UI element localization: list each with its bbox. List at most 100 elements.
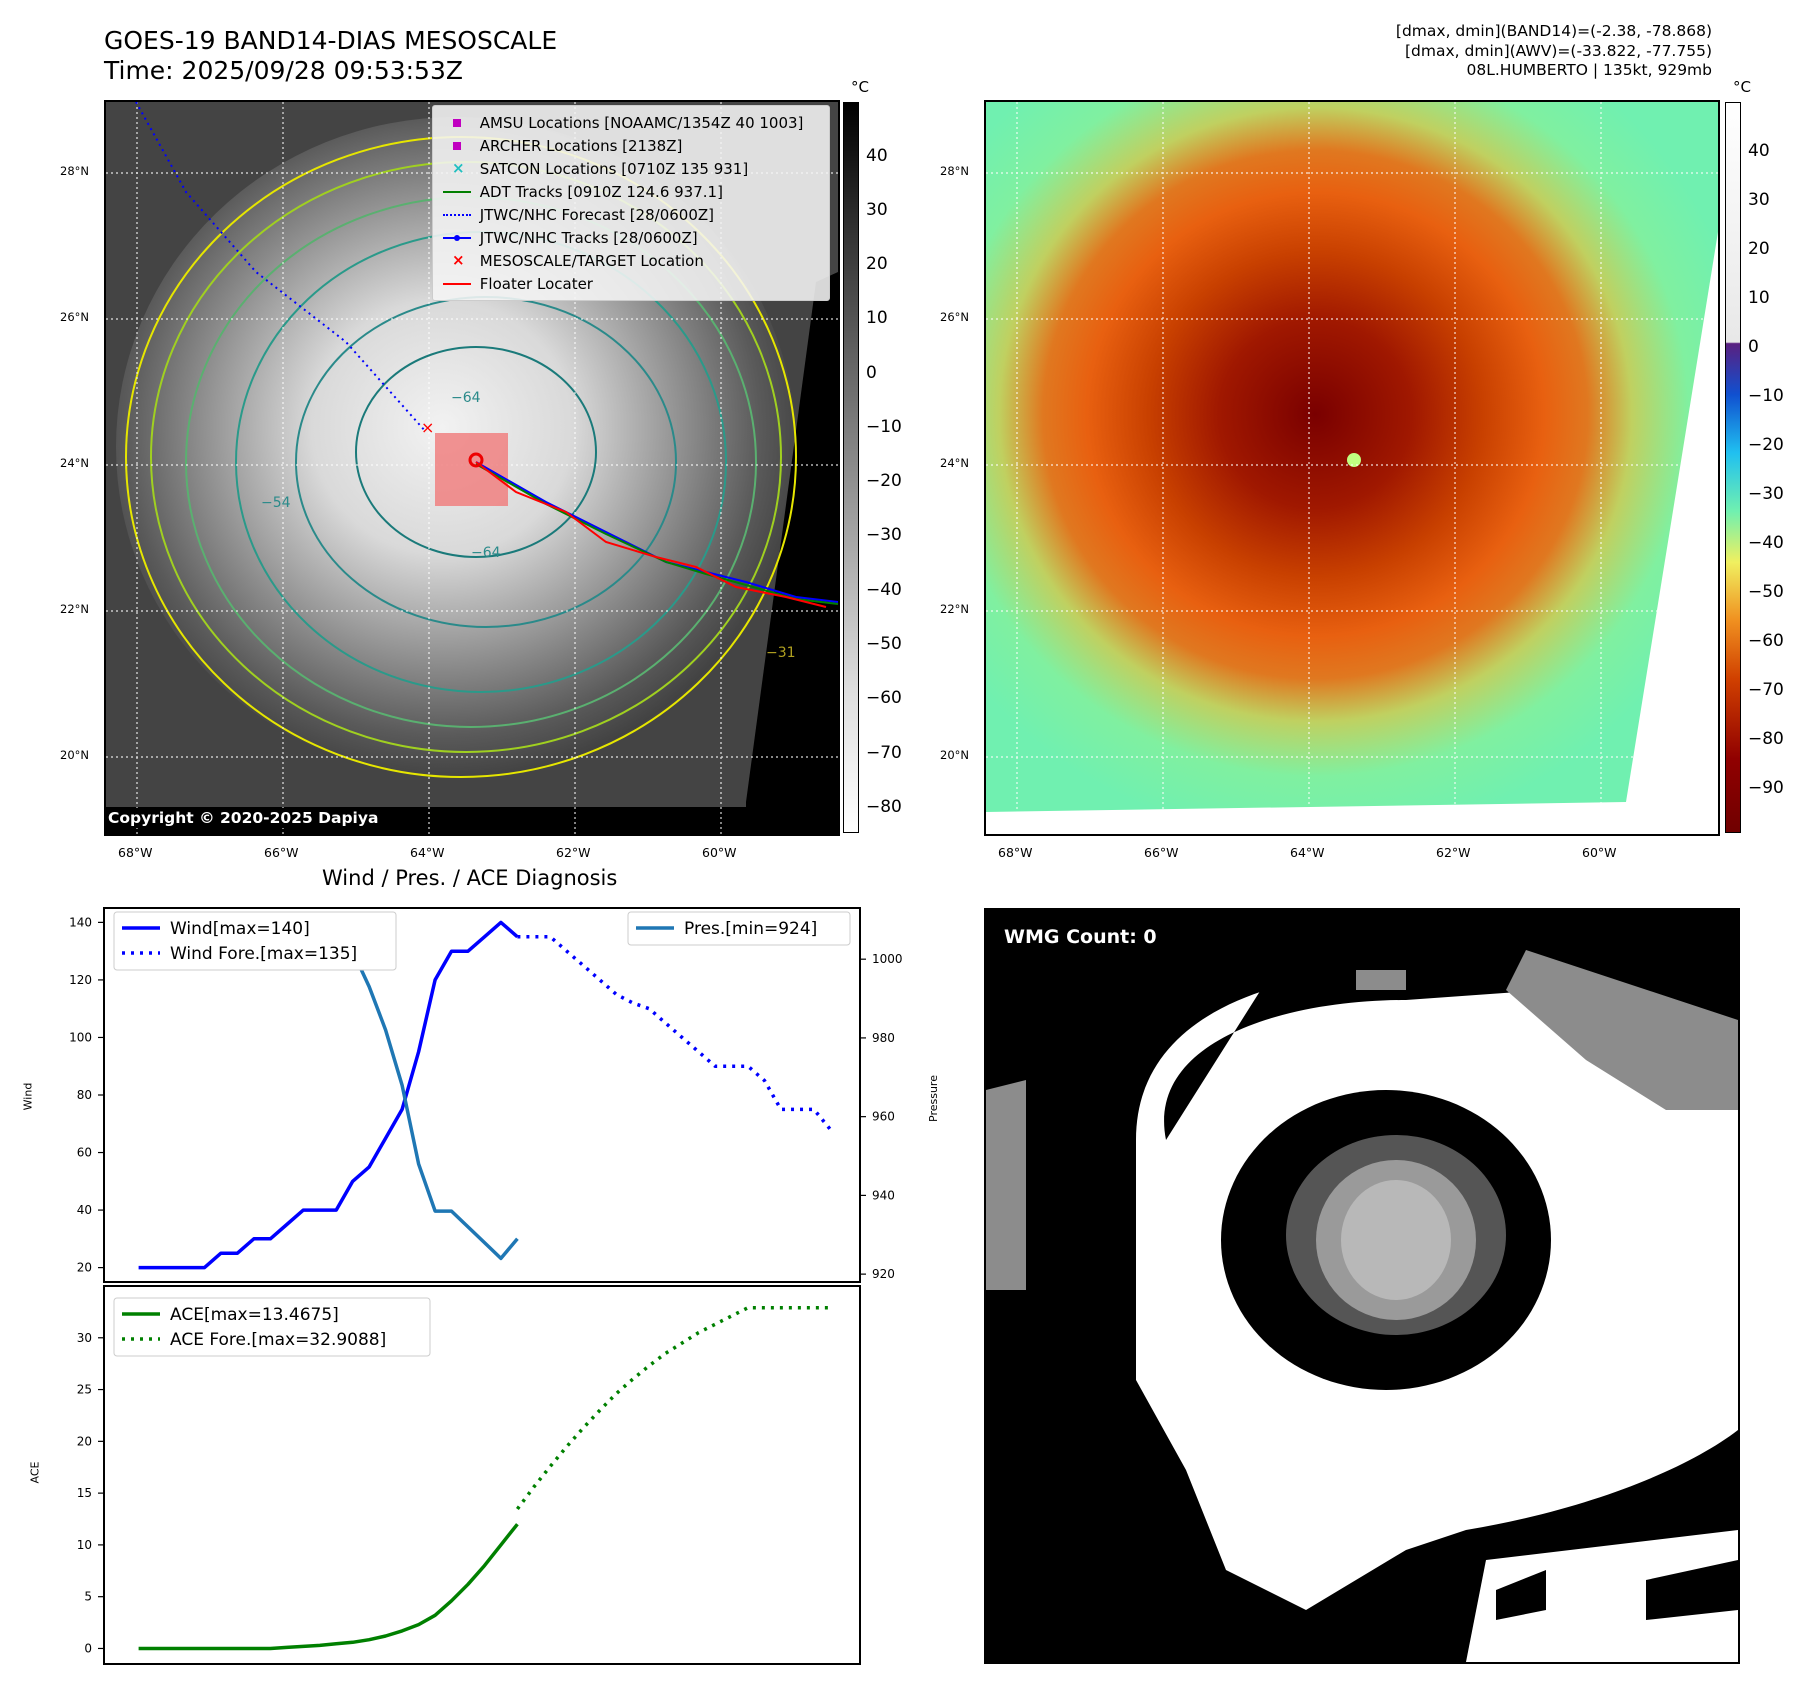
legend-label: ACE Fore.[max=32.9088]: [170, 1330, 386, 1350]
legend-label: ADT Tracks [0910Z 124.6 937.1]: [479, 182, 723, 201]
legend-item-tracks: JTWC/NHC Tracks [28/0600Z]: [441, 227, 698, 247]
wind-axis-label: Wind: [21, 1082, 35, 1111]
colorbar-tick: −50: [866, 634, 902, 654]
lat-label: 24°N: [60, 456, 89, 470]
lon-label: 60°W: [702, 845, 737, 860]
legend-frame: [627, 911, 851, 946]
y-tick-label: 5: [84, 1590, 92, 1604]
series-line: [138, 1523, 519, 1651]
lat-label: 24°N: [940, 456, 969, 470]
legend: Pres.[min=924]: [627, 911, 851, 946]
legend-item-adt: ADT Tracks [0910Z 124.6 937.1]: [441, 181, 723, 201]
lat-label: 20°N: [940, 748, 969, 762]
line-dot-icon: [441, 228, 475, 248]
lon-label: 68°W: [998, 845, 1033, 860]
legend-label: ARCHER Locations [2138Z]: [479, 136, 683, 155]
square-marker-icon: [441, 136, 475, 156]
colorbar-tick: 40: [1748, 141, 1770, 161]
colorbar-tick: −60: [1748, 631, 1784, 651]
legend-item-satcon: × SATCON Locations [0710Z 135 931]: [441, 158, 748, 178]
x-marker-icon: ×: [452, 158, 465, 177]
stats-block: [dmax, dmin](BAND14)=(-2.38, -78.868) [d…: [1396, 22, 1712, 81]
ir-colorbar-unit: °C: [851, 78, 869, 96]
colorbar-tick: 0: [1748, 337, 1759, 357]
lon-label: 64°W: [410, 845, 445, 860]
y-right-tick-label: 1000: [872, 952, 903, 966]
lon-label: 62°W: [556, 845, 591, 860]
lat-label: 26°N: [60, 310, 89, 324]
lat-label: 26°N: [940, 310, 969, 324]
ir-legend: AMSU Locations [NOAAMC/1354Z 40 1003] AR…: [432, 105, 830, 301]
awv-colorbar: [1725, 102, 1741, 833]
y-tick-label: 120: [69, 973, 92, 987]
y-tick-label: 80: [77, 1088, 92, 1102]
legend-item-target: × MESOSCALE/TARGET Location: [441, 250, 704, 270]
lon-label: 60°W: [1582, 845, 1617, 860]
stats-line-2: [dmax, dmin](AWV)=(-33.822, -77.755): [1405, 41, 1712, 60]
colorbar-tick: −50: [1748, 582, 1784, 602]
colorbar-tick: 10: [1748, 288, 1770, 308]
contour-label: −54: [261, 495, 291, 511]
colorbar-tick: −80: [1748, 729, 1784, 749]
ir-contour-labels: −64 −54 −64 −31: [261, 390, 796, 661]
y-right-tick-label: 960: [872, 1110, 895, 1124]
line-icon: [441, 182, 475, 202]
legend-label: MESOSCALE/TARGET Location: [479, 251, 704, 270]
legend-frame: [113, 911, 397, 971]
pressure-axis-label: Pressure: [926, 1075, 940, 1122]
stats-line-3: 08L.HUMBERTO | 135kt, 929mb: [1466, 61, 1713, 79]
colorbar-tick: −40: [866, 580, 902, 600]
y-tick-label: 15: [77, 1486, 92, 1500]
legend-item-floater: Floater Locater: [441, 273, 593, 293]
line-icon: [441, 274, 475, 294]
legend-item-archer: ARCHER Locations [2138Z]: [441, 135, 682, 155]
x-marker-icon: ×: [452, 250, 465, 269]
lat-label: 22°N: [60, 602, 89, 616]
y-tick-label: 10: [77, 1538, 92, 1552]
plot-frame: [103, 1285, 861, 1665]
y-tick-label: 20: [77, 1261, 92, 1275]
series-line: [517, 935, 832, 1131]
legend: Wind[max=140] Wind Fore.[max=135]: [113, 911, 397, 971]
lat-label: 28°N: [60, 164, 89, 178]
colorbar-tick: 10: [866, 308, 888, 328]
ir-colorbar: [843, 102, 859, 833]
copyright-label: Copyright © 2020-2025 Dapiya: [104, 808, 383, 828]
ace-chart: 0 5 10 15 20 25 30 ACE[max=13.4675] ACE Fore.[ma…: [77, 1285, 861, 1665]
wind-pressure-chart: 20 40 60 80 100 120 140 920 940 960 980 1000 Wind[ma…: [69, 907, 903, 1283]
series-line: [515, 1305, 831, 1511]
y-tick-label: 140: [69, 915, 92, 929]
colorbar-tick: −80: [866, 797, 902, 817]
colorbar-tick: −40: [1748, 533, 1784, 553]
stats-line-1: [dmax, dmin](BAND14)=(-2.38, -78.868): [1395, 22, 1712, 40]
square-marker-icon: [441, 113, 475, 133]
colorbar-tick: −70: [1748, 680, 1784, 700]
colorbar-tick: −30: [866, 525, 902, 545]
legend-frame: [113, 1297, 431, 1357]
awv-map-panel: [984, 100, 1720, 836]
lat-label: 28°N: [940, 164, 969, 178]
colorbar-tick: 20: [866, 254, 888, 274]
y-tick-label: 25: [77, 1383, 92, 1397]
diagnosis-title: Wind / Pres. / ACE Diagnosis: [322, 866, 618, 890]
lat-label: 20°N: [60, 748, 89, 762]
y-right-tick-label: 980: [872, 1031, 895, 1045]
lon-label: 66°W: [264, 845, 299, 860]
contour-label: −31: [766, 645, 796, 661]
awv-map-image: [986, 102, 1718, 814]
y-right-tick-label: 940: [872, 1188, 895, 1202]
colorbar-tick: −60: [866, 688, 902, 708]
y-tick-label: 30: [77, 1331, 92, 1345]
legend-label: JTWC/NHC Forecast [28/0600Z]: [479, 205, 715, 224]
contour-label: −64: [471, 545, 501, 561]
legend-label: AMSU Locations [NOAAMC/1354Z 40 1003]: [479, 113, 804, 132]
legend-label: Wind[max=140]: [170, 919, 310, 939]
y-tick-label: 40: [77, 1203, 92, 1217]
legend-label: SATCON Locations [0710Z 135 931]: [479, 159, 749, 178]
lon-label: 68°W: [118, 845, 153, 860]
legend: ACE[max=13.4675] ACE Fore.[max=32.9088]: [113, 1297, 431, 1357]
colorbar-tick: 0: [866, 363, 877, 383]
wmg-image: [986, 910, 1738, 1662]
legend-item-amsu: AMSU Locations [NOAAMC/1354Z 40 1003]: [441, 112, 803, 132]
lat-label: 22°N: [940, 602, 969, 616]
